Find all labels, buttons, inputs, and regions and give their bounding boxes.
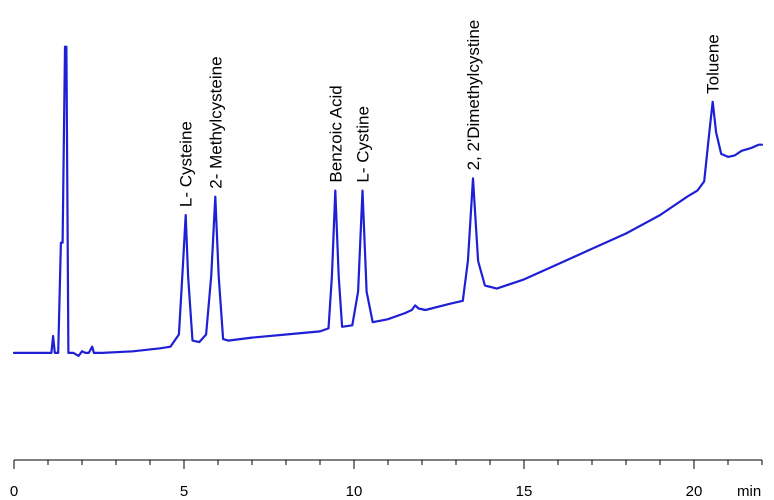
x-tick-label: 0: [10, 483, 18, 500]
peak-label: Toluene: [704, 34, 723, 94]
peak-label: Benzoic Acid: [326, 85, 345, 182]
x-tick-label: 10: [346, 483, 363, 500]
peak-label: 2- Methylcysteine: [206, 56, 225, 188]
x-tick-label: 15: [516, 483, 533, 500]
x-axis-tick-labels: 0 5 10 15 20: [10, 483, 703, 500]
peak-label: L- Cysteine: [177, 121, 196, 207]
x-tick-label: 5: [180, 483, 188, 500]
x-axis-unit-label: min: [737, 483, 761, 500]
x-tick-label: 20: [686, 483, 703, 500]
chromatogram-trace: [12, 45, 764, 357]
x-axis-ticks: [13, 460, 763, 469]
peak-label: 2, 2'Dimethylcystine: [464, 20, 483, 171]
peak-labels: L- Cysteine 2- Methylcysteine Benzoic Acid…: [177, 20, 723, 207]
peak-label: L- Cystine: [354, 106, 373, 183]
